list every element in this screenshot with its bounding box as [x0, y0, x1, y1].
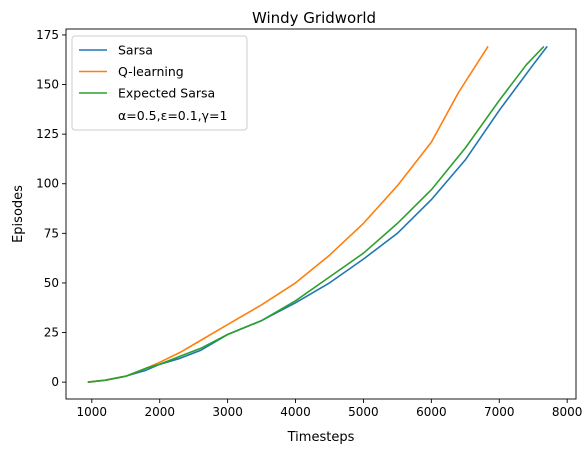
- x-tick-label: 6000: [416, 405, 447, 419]
- y-tick-label: 25: [44, 326, 59, 340]
- y-tick-label: 175: [36, 28, 59, 42]
- legend-label-sarsa: Sarsa: [118, 43, 153, 58]
- x-tick-label: 7000: [484, 405, 515, 419]
- y-tick-label: 75: [44, 226, 59, 240]
- x-axis: 1000 2000 3000 4000 5000 6000 7000 8000: [77, 399, 583, 419]
- x-tick-label: 3000: [212, 405, 243, 419]
- y-tick-label: 0: [51, 375, 59, 389]
- y-tick-label: 125: [36, 127, 59, 141]
- x-tick-label: 5000: [348, 405, 379, 419]
- series-line-sarsa: [87, 46, 548, 383]
- legend-label-expected-sarsa: Expected Sarsa: [118, 86, 215, 101]
- y-tick-label: 150: [36, 78, 59, 92]
- legend-note: α=0.5,ε=0.1,γ=1: [118, 108, 227, 123]
- plot-frame: [65, 28, 577, 400]
- legend-label-q-learning: Q-learning: [118, 64, 184, 79]
- x-tick-label: 8000: [552, 405, 583, 419]
- series-line-expected-sarsa: [87, 46, 545, 383]
- y-axis-label: Episodes: [11, 185, 26, 243]
- y-axis: 0 25 50 75 100 125 150 175: [36, 28, 66, 389]
- y-tick-label: 50: [44, 276, 59, 290]
- chart-title: Windy Gridworld: [252, 9, 376, 27]
- x-axis-label: Timesteps: [287, 430, 355, 445]
- legend: Sarsa Q-learning Expected Sarsa α=0.5,ε=0.…: [71, 35, 248, 131]
- x-tick-label: 1000: [77, 405, 108, 419]
- x-tick-label: 4000: [280, 405, 311, 419]
- series-layer: [87, 46, 548, 383]
- legend-frame: [71, 35, 248, 131]
- x-tick-label: 2000: [144, 405, 175, 419]
- y-tick-label: 100: [36, 177, 59, 191]
